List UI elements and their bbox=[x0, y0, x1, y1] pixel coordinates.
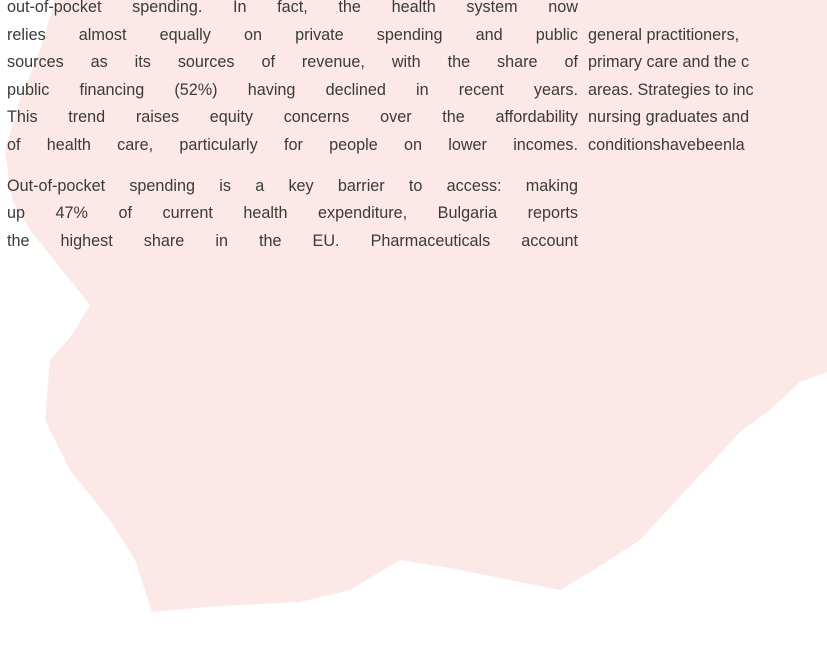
text-line: conditionshavebeenla bbox=[588, 135, 745, 154]
text-line: relies almost equally on private spendin… bbox=[7, 25, 578, 44]
paragraph: out-of-pocket spending. In fact, the hea… bbox=[7, 0, 578, 160]
text-line: This trend raises equity concerns over t… bbox=[7, 108, 578, 127]
text-line: public financing (52%) having declined i… bbox=[7, 80, 578, 99]
text-line: of health care, particularly for people … bbox=[7, 135, 578, 154]
text-line: sources as its sources of revenue, with … bbox=[7, 53, 578, 72]
text-line: nursing graduates and bbox=[588, 108, 750, 127]
country-shape bbox=[5, 0, 827, 612]
text-line: general practitioners, bbox=[588, 25, 740, 44]
right-column: general practitioners, primary care and t… bbox=[588, 22, 827, 160]
text-line: Out-of-pocket spending is a key barrier … bbox=[7, 176, 578, 195]
text-line: the highest share in the EU. Pharmaceuti… bbox=[7, 231, 578, 250]
left-column: out-of-pocket spending. In fact, the hea… bbox=[7, 0, 578, 268]
text-line: up 47% of current health expenditure, Bu… bbox=[7, 204, 578, 223]
text-line: out-of-pocket spending. In fact, the hea… bbox=[7, 0, 578, 16]
text-line: areas. Strategies to inc bbox=[588, 80, 754, 99]
paragraph: Out-of-pocket spending is a key barrier … bbox=[7, 173, 578, 256]
text-line: primary care and the c bbox=[588, 53, 750, 72]
